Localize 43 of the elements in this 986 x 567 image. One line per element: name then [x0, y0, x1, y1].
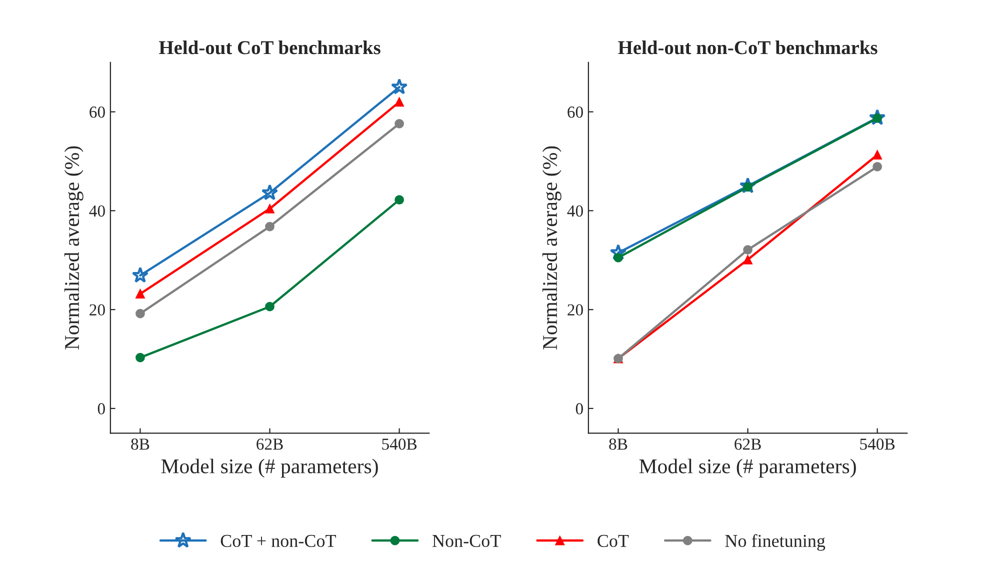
y-tick-label: 40 — [89, 205, 105, 217]
point — [743, 254, 752, 264]
point — [132, 266, 149, 283]
chart-title: Held-out CoT benchmarks — [159, 40, 380, 54]
y-tick-label: 20 — [90, 304, 105, 316]
y-axis-title: Normalized average (%) — [542, 146, 562, 350]
x-tick-label: 8B — [131, 438, 150, 450]
point — [394, 97, 404, 107]
point — [868, 108, 886, 126]
point — [610, 244, 627, 260]
legend-label: No finetuning — [725, 534, 826, 551]
x-tick-label: 62B — [734, 438, 761, 450]
point — [261, 184, 278, 200]
x-tick-label: 8B — [609, 438, 628, 450]
legend-label: CoT — [598, 534, 629, 548]
x-axis-title: Model size (# parameters) — [639, 458, 856, 478]
legend-label: Non-CoT — [432, 534, 501, 548]
point — [136, 308, 145, 318]
chart-title: Held-out non-CoT benchmarks — [618, 40, 878, 54]
point — [394, 118, 404, 128]
x-axis-title: Model size (# parameters) — [161, 458, 378, 478]
y-tick-label: 40 — [567, 205, 583, 217]
point — [265, 302, 274, 312]
point — [136, 352, 145, 362]
point — [743, 245, 752, 254]
point — [390, 78, 408, 94]
x-tick-label: 540B — [860, 438, 895, 450]
y-axis-title: Normalized average (%) — [64, 146, 84, 350]
point — [265, 204, 274, 214]
y-tick-label: 60 — [568, 106, 583, 118]
legend-label: CoT + non-CoT — [220, 534, 336, 548]
y-tick-label: 20 — [568, 304, 583, 316]
point — [614, 252, 623, 262]
x-tick-label: 62B — [256, 438, 283, 450]
y-tick-label: 0 — [576, 403, 583, 414]
y-tick-label: 60 — [90, 106, 105, 118]
point — [872, 150, 882, 160]
point — [265, 222, 274, 232]
x-tick-label: 540B — [382, 438, 417, 450]
point — [394, 195, 404, 205]
y-tick-label: 0 — [98, 403, 105, 414]
point — [136, 289, 145, 298]
point — [872, 162, 882, 172]
